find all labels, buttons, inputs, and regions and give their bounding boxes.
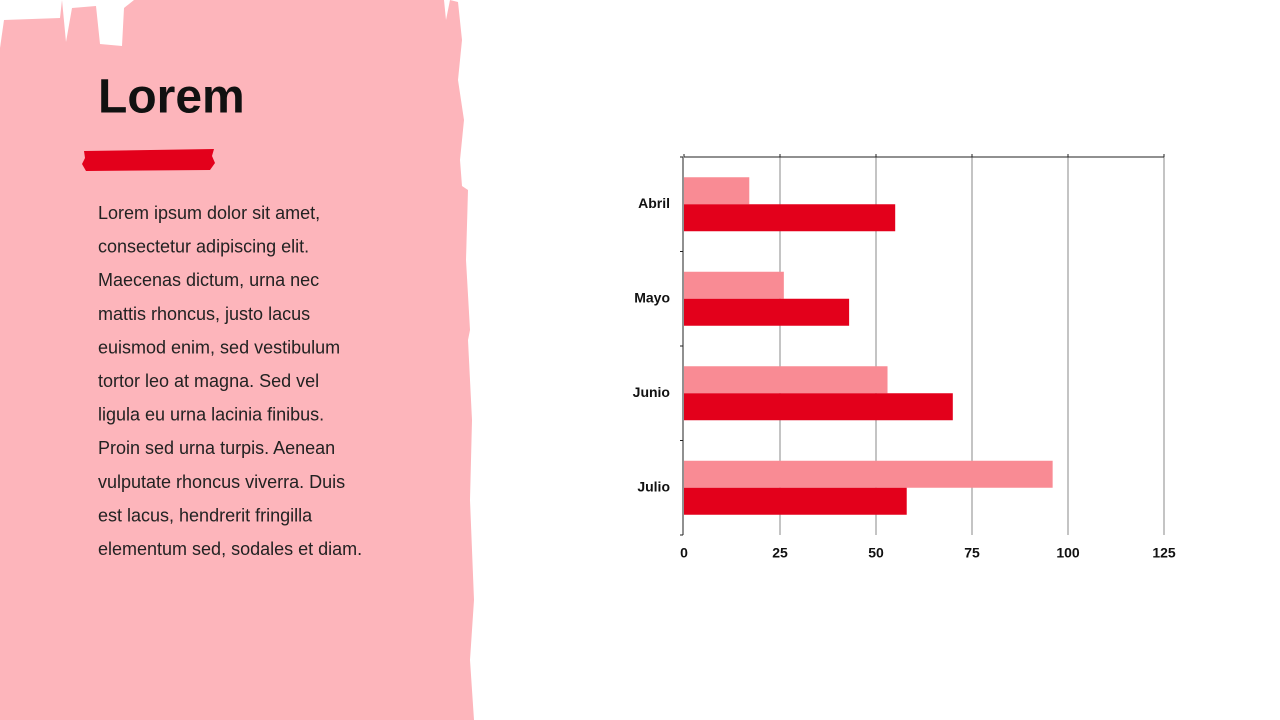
body-line: est lacus, hendrerit fringilla [98,505,313,525]
body-line: ligula eu urna lacinia finibus. [98,405,324,425]
x-tick-label: 25 [772,545,788,561]
category-label: Julio [637,478,670,494]
body-line: mattis rhoncus, justo lacus [98,304,310,324]
x-tick-label: 75 [964,545,980,561]
bar [684,177,750,205]
x-tick-label: 125 [1152,545,1176,561]
bar [684,393,953,421]
body-line: consectetur adipiscing elit. [98,237,309,257]
x-tick-label: 50 [868,545,884,561]
body-line: euismod enim, sed vestibulum [98,337,340,357]
category-label: Abril [638,195,670,211]
x-tick-label: 0 [680,545,688,561]
bar [684,298,850,326]
chart: 0 25 50 75 100 125 Abril Mayo Junio Julio [633,154,1176,561]
category-label: Mayo [634,289,670,305]
body-line: Lorem ipsum dolor sit amet, [98,203,320,223]
brush-accent [82,149,215,171]
bar [684,487,907,515]
body-line: Proin sed urna turpis. Aenean [98,438,335,458]
bar [684,366,888,394]
x-tick-label: 100 [1056,545,1080,561]
body-line: vulputate rhoncus viverra. Duis [98,472,345,492]
body-line: elementum sed, sodales et diam. [98,539,362,559]
body-line: Maecenas dictum, urna nec [98,270,319,290]
body-text: Lorem ipsum dolor sit amet, consectetur a… [98,203,362,559]
category-label: Junio [633,384,670,400]
slide-title: Lorem [98,71,245,124]
brush-panel [0,0,474,720]
body-line: tortor leo at magna. Sed vel [98,371,319,391]
bar [684,271,784,299]
bar [684,460,1053,488]
bar [684,204,896,232]
